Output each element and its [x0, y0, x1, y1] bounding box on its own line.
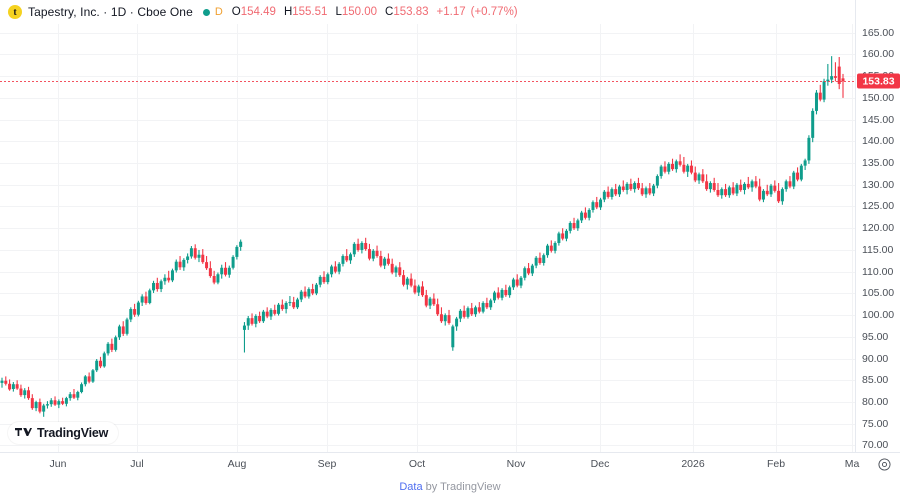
- open-label: O: [231, 6, 241, 18]
- time-axis-tick: Oct: [408, 458, 426, 470]
- time-axis-tick: Sep: [317, 458, 337, 470]
- chart-plot-area[interactable]: TradingView: [0, 24, 855, 452]
- data-attribution-link[interactable]: Data: [399, 481, 423, 493]
- price-axis-tick: 110.00: [862, 265, 894, 278]
- current-price-badge[interactable]: 153.83: [857, 73, 900, 89]
- high-label: H: [283, 6, 293, 18]
- time-axis-tick: Feb: [766, 458, 786, 470]
- symbol-logo-icon: t: [8, 5, 22, 19]
- price-axis-tick: 125.00: [862, 200, 895, 213]
- price-axis-tick: 150.00: [862, 91, 895, 104]
- high-value: 155.51: [292, 6, 328, 18]
- price-axis-tick: 105.00: [862, 287, 895, 300]
- tradingview-logo-icon: [15, 427, 32, 436]
- price-axis-tick: 85.00: [862, 374, 889, 387]
- time-axis-tick: Jun: [49, 458, 67, 470]
- time-axis[interactable]: Jun Jul Aug Sep Oct Nov Dec 2026 Feb Ma: [0, 452, 900, 476]
- price-axis-tick: 80.00: [862, 396, 889, 409]
- symbol-title[interactable]: Tapestry, Inc. · 1D · Cboe One: [28, 5, 193, 19]
- time-axis-tick: Ma: [844, 458, 860, 470]
- attribution-text: by TradingView: [425, 481, 501, 493]
- low-value: 150.00: [341, 6, 378, 18]
- price-axis-tick: 100.00: [862, 309, 895, 322]
- price-axis-tick: 135.00: [862, 157, 895, 170]
- candlestick-series: [0, 56, 845, 417]
- price-axis-tick: 145.00: [862, 113, 895, 126]
- price-axis-tick: 130.00: [862, 178, 895, 191]
- time-axis-tick: Dec: [590, 458, 610, 470]
- price-axis-tick: 140.00: [862, 135, 895, 148]
- change-absolute: +1.17: [436, 6, 466, 18]
- price-axis-tick: 75.00: [862, 417, 889, 430]
- chart-legend-header: t Tapestry, Inc. · 1D · Cboe One D O154.…: [0, 0, 900, 24]
- open-value: 154.49: [240, 6, 276, 18]
- price-axis-tick: 115.00: [862, 243, 894, 256]
- change-percent: (+0.77%): [470, 6, 518, 18]
- time-axis-tick: Aug: [227, 458, 247, 470]
- price-axis-tick: 165.00: [862, 26, 895, 39]
- ohlc-high: H155.51: [284, 6, 335, 18]
- time-axis-tick: Nov: [506, 458, 526, 470]
- price-axis-tick: 90.00: [862, 352, 889, 365]
- price-axis-tick: 95.00: [862, 330, 889, 343]
- ohlc-close: C153.83: [385, 6, 436, 18]
- tradingview-watermark: TradingView: [8, 422, 119, 444]
- attribution-footer: Data by TradingView: [0, 476, 900, 498]
- price-axis[interactable]: 165.00160.00155.00150.00145.00140.00135.…: [855, 0, 900, 452]
- session-status-dot-icon: [202, 8, 210, 16]
- clock-icon[interactable]: [878, 458, 891, 471]
- watermark-label: TradingView: [37, 426, 109, 440]
- chart-gridlines: [0, 24, 855, 452]
- ohlc-open: O154.49: [232, 6, 283, 18]
- price-axis-tick: 120.00: [862, 222, 895, 235]
- close-label: C: [385, 6, 394, 18]
- ohlc-low: L150.00: [335, 6, 384, 18]
- session-marker-label: D: [214, 6, 223, 18]
- low-label: L: [335, 6, 342, 18]
- price-axis-tick: 160.00: [862, 48, 895, 61]
- current-price-line: [0, 81, 855, 82]
- time-axis-tick: 2026: [681, 458, 705, 470]
- price-axis-tick: 70.00: [862, 439, 889, 452]
- time-axis-tick: Jul: [130, 458, 144, 470]
- close-value: 153.83: [393, 6, 429, 18]
